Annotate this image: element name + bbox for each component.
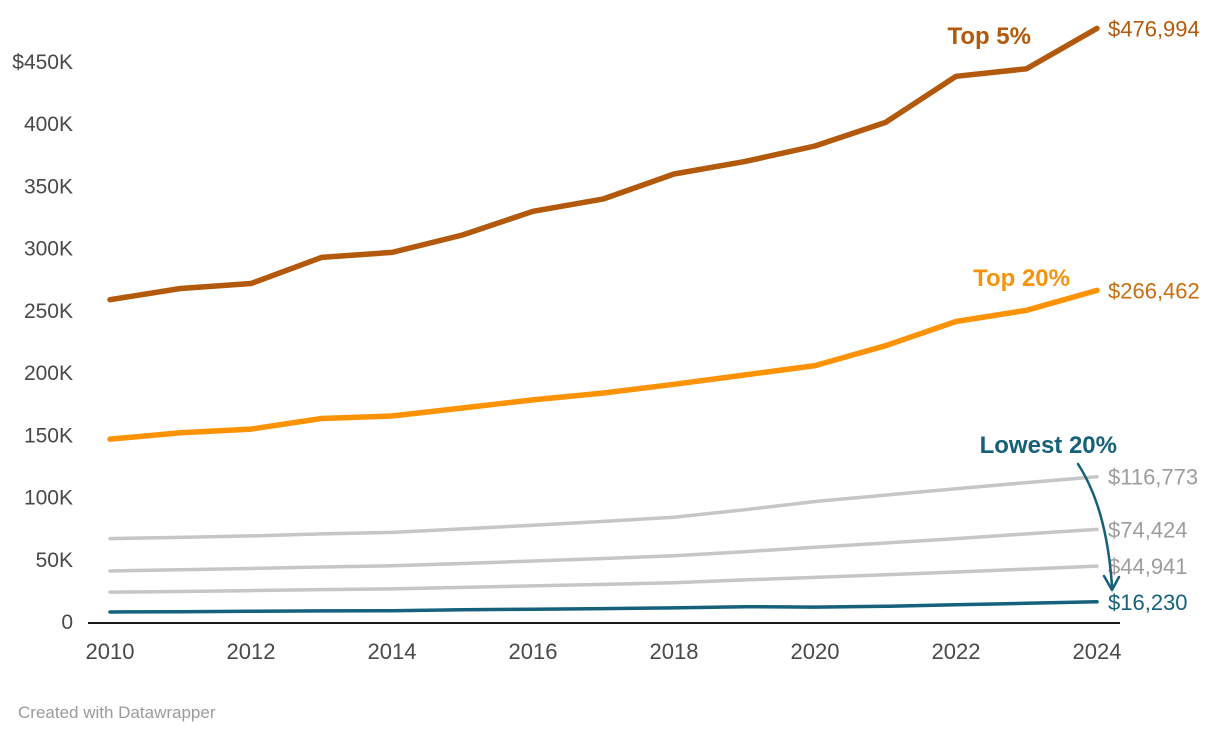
line-top-5 [107, 25, 1100, 303]
y-axis-tick-label-0: $450K [12, 51, 73, 74]
x-axis-tick-label-6: 2022 [932, 639, 981, 664]
line-fourth-quintile [108, 474, 1099, 541]
line-second-quintile [108, 564, 1099, 594]
series-label-top-20: Top 20% [973, 265, 1070, 292]
line-lowest-20 [108, 600, 1099, 614]
x-axis-tick-label-2: 2014 [368, 639, 417, 664]
x-axis-tick-label-7: 2024 [1073, 639, 1122, 664]
line-top-20 [107, 287, 1100, 442]
y-axis-tick-label-3: 300K [24, 238, 73, 261]
y-axis-tick-label-8: 50K [36, 549, 73, 572]
y-axis-tick-label-7: 100K [24, 487, 73, 510]
y-axis-tick-label-9: 0 [61, 611, 73, 634]
value-label-top-5: $476,994 [1108, 16, 1200, 41]
y-axis-tick-label-5: 200K [24, 362, 73, 385]
lowest-20-arrowhead-icon [1102, 574, 1121, 592]
x-axis-tick-label-1: 2012 [227, 639, 276, 664]
value-label-top-20: $266,462 [1108, 278, 1200, 303]
lowest-20-arrow-shaft [1076, 462, 1114, 588]
line-chart-canvas: $450K 400K 350K 300K 250K 200K 150K 100K 50K 0 201… [12, 16, 1200, 664]
x-axis-tick-label-4: 2018 [650, 639, 699, 664]
x-axis-tick-label-0: 2010 [86, 639, 135, 664]
line-middle-quintile [108, 527, 1099, 573]
series-label-top-5: Top 5% [947, 23, 1031, 50]
value-label-middle-quintile: $74,424 [1108, 517, 1188, 542]
value-label-fourth-quintile: $116,773 [1108, 465, 1198, 490]
datawrapper-credit-link[interactable]: Created with Datawrapper [18, 703, 216, 722]
value-label-second-quintile: $44,941 [1108, 554, 1188, 579]
y-axis-tick-label-1: 400K [24, 113, 73, 136]
series-label-lowest-20: Lowest 20% [980, 432, 1117, 459]
y-axis-tick-label-4: 250K [24, 300, 73, 323]
y-axis-tick-label-2: 350K [24, 175, 73, 198]
y-axis-tick-label-6: 150K [24, 424, 73, 447]
x-axis-tick-label-5: 2020 [791, 639, 840, 664]
x-axis-tick-label-3: 2016 [509, 639, 558, 664]
value-label-lowest-20: $16,230 [1108, 590, 1188, 615]
